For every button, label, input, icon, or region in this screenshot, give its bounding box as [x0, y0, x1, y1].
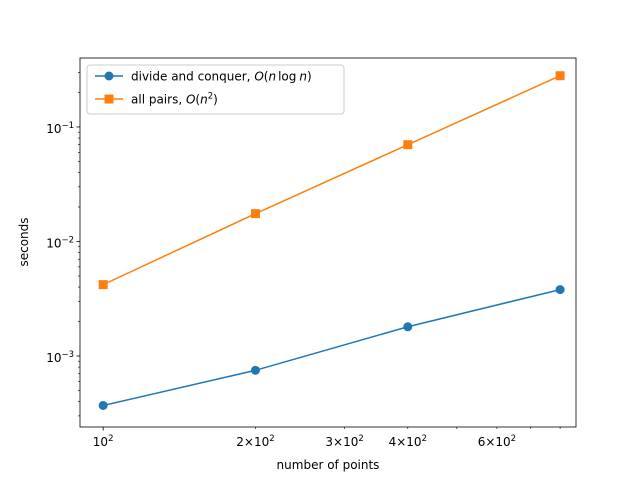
legend-box — [86, 64, 345, 115]
data-point — [555, 71, 565, 81]
data-point — [250, 365, 260, 375]
x-tick-label: 6×102 — [478, 434, 516, 449]
x-axis-label: number of points — [277, 458, 380, 472]
legend-label: all pairs, O(n2) — [131, 92, 218, 107]
x-tick-label: 102 — [93, 434, 114, 449]
x-tick-label: 4×102 — [389, 434, 427, 449]
legend: divide and conquer, O(n log n) all pairs, O… — [86, 64, 345, 115]
y-tick-label: 10−2 — [46, 235, 74, 250]
y-tick-label: 10−3 — [46, 350, 74, 365]
data-point — [250, 209, 260, 219]
x-axis-ticks: 102 2×102 3×102 4×102 6×102 — [93, 427, 561, 449]
axes-frame — [79, 57, 577, 428]
legend-marker — [104, 94, 114, 104]
x-tick-label: 2×102 — [236, 434, 274, 449]
legend-label: divide and conquer, O(n log n) — [131, 70, 312, 84]
data-point — [98, 400, 108, 410]
data-point — [98, 280, 108, 290]
x-tick-label: 3×102 — [325, 434, 363, 449]
plot-area — [79, 57, 577, 428]
data-point — [403, 140, 413, 150]
y-axis-ticks: 10−3 10−2 10−1 — [46, 72, 80, 417]
series-layer — [98, 71, 565, 410]
data-point — [555, 285, 565, 295]
series-line-1 — [102, 288, 561, 407]
series-line-2 — [102, 75, 561, 286]
y-tick-label: 10−1 — [46, 121, 74, 136]
data-point — [403, 322, 413, 332]
y-axis-label: seconds — [17, 217, 31, 266]
legend-marker — [104, 71, 114, 81]
